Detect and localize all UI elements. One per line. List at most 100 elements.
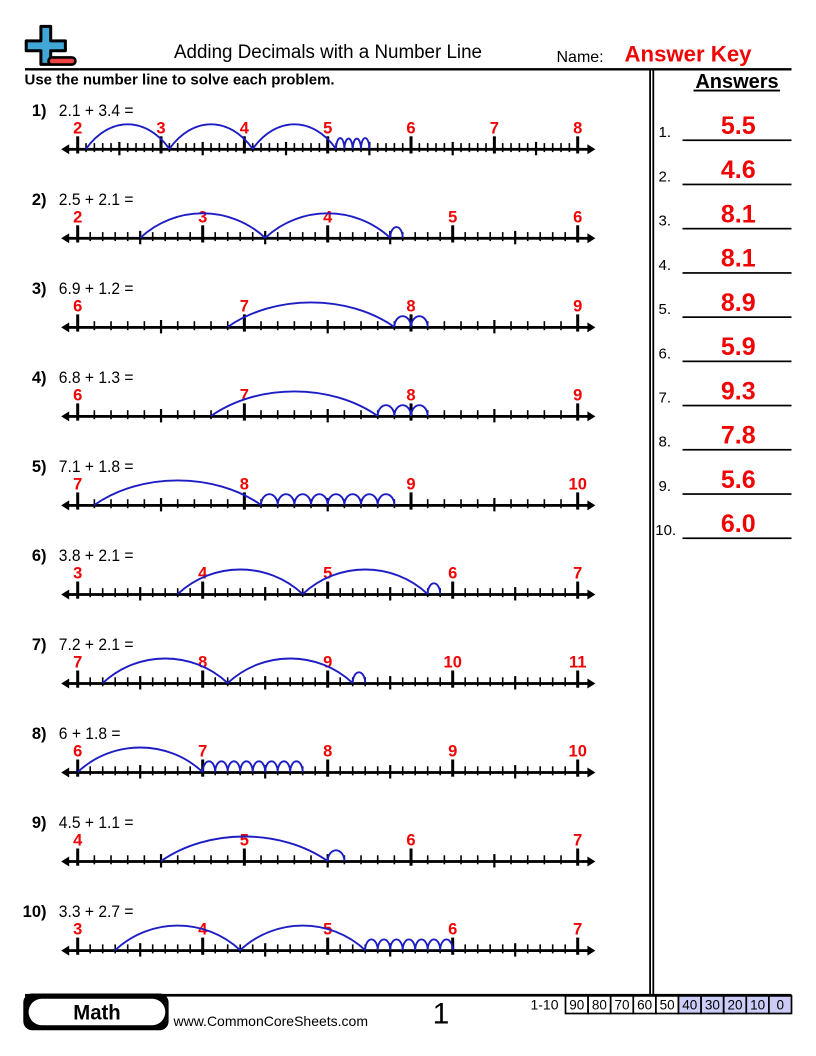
- svg-text:40: 40: [682, 998, 697, 1013]
- svg-text:11: 11: [569, 654, 586, 672]
- svg-text:7: 7: [73, 654, 82, 672]
- svg-text:2.: 2.: [659, 168, 672, 185]
- svg-text:4.5 + 1.1 =: 4.5 + 1.1 =: [59, 814, 134, 832]
- svg-text:3: 3: [73, 565, 82, 583]
- svg-text:8: 8: [573, 119, 582, 137]
- svg-text:4: 4: [198, 565, 208, 583]
- svg-text:4: 4: [240, 119, 250, 137]
- svg-text:7): 7): [32, 636, 47, 654]
- svg-text:Adding Decimals with a Number: Adding Decimals with a Number Line: [174, 42, 482, 63]
- svg-text:6: 6: [406, 832, 415, 850]
- svg-text:www.CommonCoreSheets.com: www.CommonCoreSheets.com: [173, 1013, 369, 1029]
- svg-text:6): 6): [32, 547, 47, 565]
- svg-text:5.6: 5.6: [721, 466, 756, 494]
- svg-text:3: 3: [73, 921, 82, 939]
- svg-text:7: 7: [198, 743, 207, 761]
- svg-text:70: 70: [614, 998, 629, 1013]
- svg-text:4.6: 4.6: [721, 156, 756, 184]
- svg-text:3: 3: [156, 119, 165, 137]
- svg-text:8.1: 8.1: [721, 200, 756, 228]
- svg-text:9: 9: [573, 387, 582, 405]
- svg-text:8.9: 8.9: [721, 289, 756, 317]
- svg-text:9): 9): [32, 814, 47, 832]
- svg-text:3): 3): [32, 280, 47, 298]
- svg-text:9.: 9.: [659, 478, 672, 495]
- svg-text:7: 7: [240, 298, 249, 316]
- svg-text:6.8 + 1.3 =: 6.8 + 1.3 =: [59, 369, 134, 387]
- svg-text:9: 9: [573, 298, 582, 316]
- svg-text:4: 4: [73, 832, 83, 850]
- svg-text:2.1 + 3.4 =: 2.1 + 3.4 =: [59, 102, 134, 120]
- svg-text:3.: 3.: [659, 213, 672, 230]
- svg-text:2: 2: [73, 208, 82, 226]
- svg-text:Answers: Answers: [695, 71, 778, 93]
- svg-text:8: 8: [323, 743, 332, 761]
- svg-text:6: 6: [406, 119, 415, 137]
- svg-text:10: 10: [750, 998, 765, 1013]
- svg-text:9: 9: [406, 476, 415, 494]
- svg-text:5.5: 5.5: [721, 112, 756, 140]
- svg-text:8): 8): [32, 725, 47, 743]
- svg-text:5.9: 5.9: [721, 333, 756, 361]
- svg-text:4.: 4.: [659, 257, 672, 274]
- svg-text:7: 7: [573, 921, 582, 939]
- svg-text:7: 7: [490, 119, 499, 137]
- svg-text:3.8 + 2.1 =: 3.8 + 2.1 =: [59, 547, 134, 565]
- svg-text:6: 6: [448, 565, 457, 583]
- svg-text:6: 6: [73, 298, 82, 316]
- svg-text:8.1: 8.1: [721, 245, 756, 273]
- svg-text:6.: 6.: [659, 345, 672, 362]
- svg-text:Answer Key: Answer Key: [625, 42, 753, 67]
- svg-text:10: 10: [569, 743, 587, 761]
- svg-text:8: 8: [198, 654, 207, 672]
- svg-text:60: 60: [637, 998, 652, 1013]
- svg-text:4): 4): [32, 369, 47, 387]
- svg-text:6: 6: [73, 387, 82, 405]
- svg-text:7: 7: [240, 387, 249, 405]
- svg-text:90: 90: [569, 998, 584, 1013]
- svg-text:9.3: 9.3: [721, 377, 756, 405]
- svg-text:6: 6: [73, 743, 82, 761]
- svg-text:9: 9: [323, 654, 332, 672]
- svg-text:1): 1): [32, 102, 47, 120]
- svg-text:5: 5: [323, 565, 332, 583]
- svg-text:10.: 10.: [655, 522, 676, 539]
- svg-text:7: 7: [573, 565, 582, 583]
- svg-text:2: 2: [73, 119, 82, 137]
- svg-text:7.1 + 1.8 =: 7.1 + 1.8 =: [59, 458, 134, 476]
- svg-text:1: 1: [433, 998, 450, 1031]
- svg-text:5: 5: [323, 119, 332, 137]
- svg-text:10: 10: [444, 654, 462, 672]
- svg-text:3: 3: [198, 208, 207, 226]
- svg-text:9: 9: [448, 743, 457, 761]
- svg-text:0: 0: [776, 998, 784, 1013]
- svg-text:Name:: Name:: [557, 49, 604, 66]
- svg-text:7: 7: [73, 476, 82, 494]
- svg-text:8: 8: [406, 387, 415, 405]
- svg-text:8: 8: [406, 298, 415, 316]
- svg-text:6: 6: [448, 921, 457, 939]
- svg-text:30: 30: [705, 998, 720, 1013]
- svg-text:6.9 + 1.2 =: 6.9 + 1.2 =: [59, 280, 134, 298]
- svg-text:50: 50: [660, 998, 675, 1013]
- svg-text:1-10: 1-10: [530, 996, 558, 1012]
- svg-text:80: 80: [592, 998, 607, 1013]
- svg-text:6: 6: [573, 208, 582, 226]
- svg-text:5): 5): [32, 458, 47, 476]
- svg-text:Use the number line to solve e: Use the number line to solve each proble…: [25, 71, 335, 88]
- svg-text:7.8: 7.8: [721, 422, 756, 450]
- svg-text:4: 4: [323, 208, 333, 226]
- svg-text:Math: Math: [73, 1002, 121, 1025]
- svg-text:5: 5: [240, 832, 249, 850]
- svg-text:2): 2): [32, 191, 47, 209]
- svg-text:10: 10: [569, 476, 587, 494]
- svg-text:7.: 7.: [659, 390, 672, 407]
- svg-text:3.3 + 2.7 =: 3.3 + 2.7 =: [59, 903, 134, 921]
- svg-text:20: 20: [727, 998, 742, 1013]
- svg-text:6 + 1.8 =: 6 + 1.8 =: [59, 725, 121, 743]
- svg-text:5: 5: [448, 208, 457, 226]
- svg-text:1.: 1.: [659, 124, 672, 141]
- svg-text:7.2 + 2.1 =: 7.2 + 2.1 =: [59, 636, 134, 654]
- svg-text:5.: 5.: [659, 301, 672, 318]
- svg-text:2.5 + 2.1 =: 2.5 + 2.1 =: [59, 191, 134, 209]
